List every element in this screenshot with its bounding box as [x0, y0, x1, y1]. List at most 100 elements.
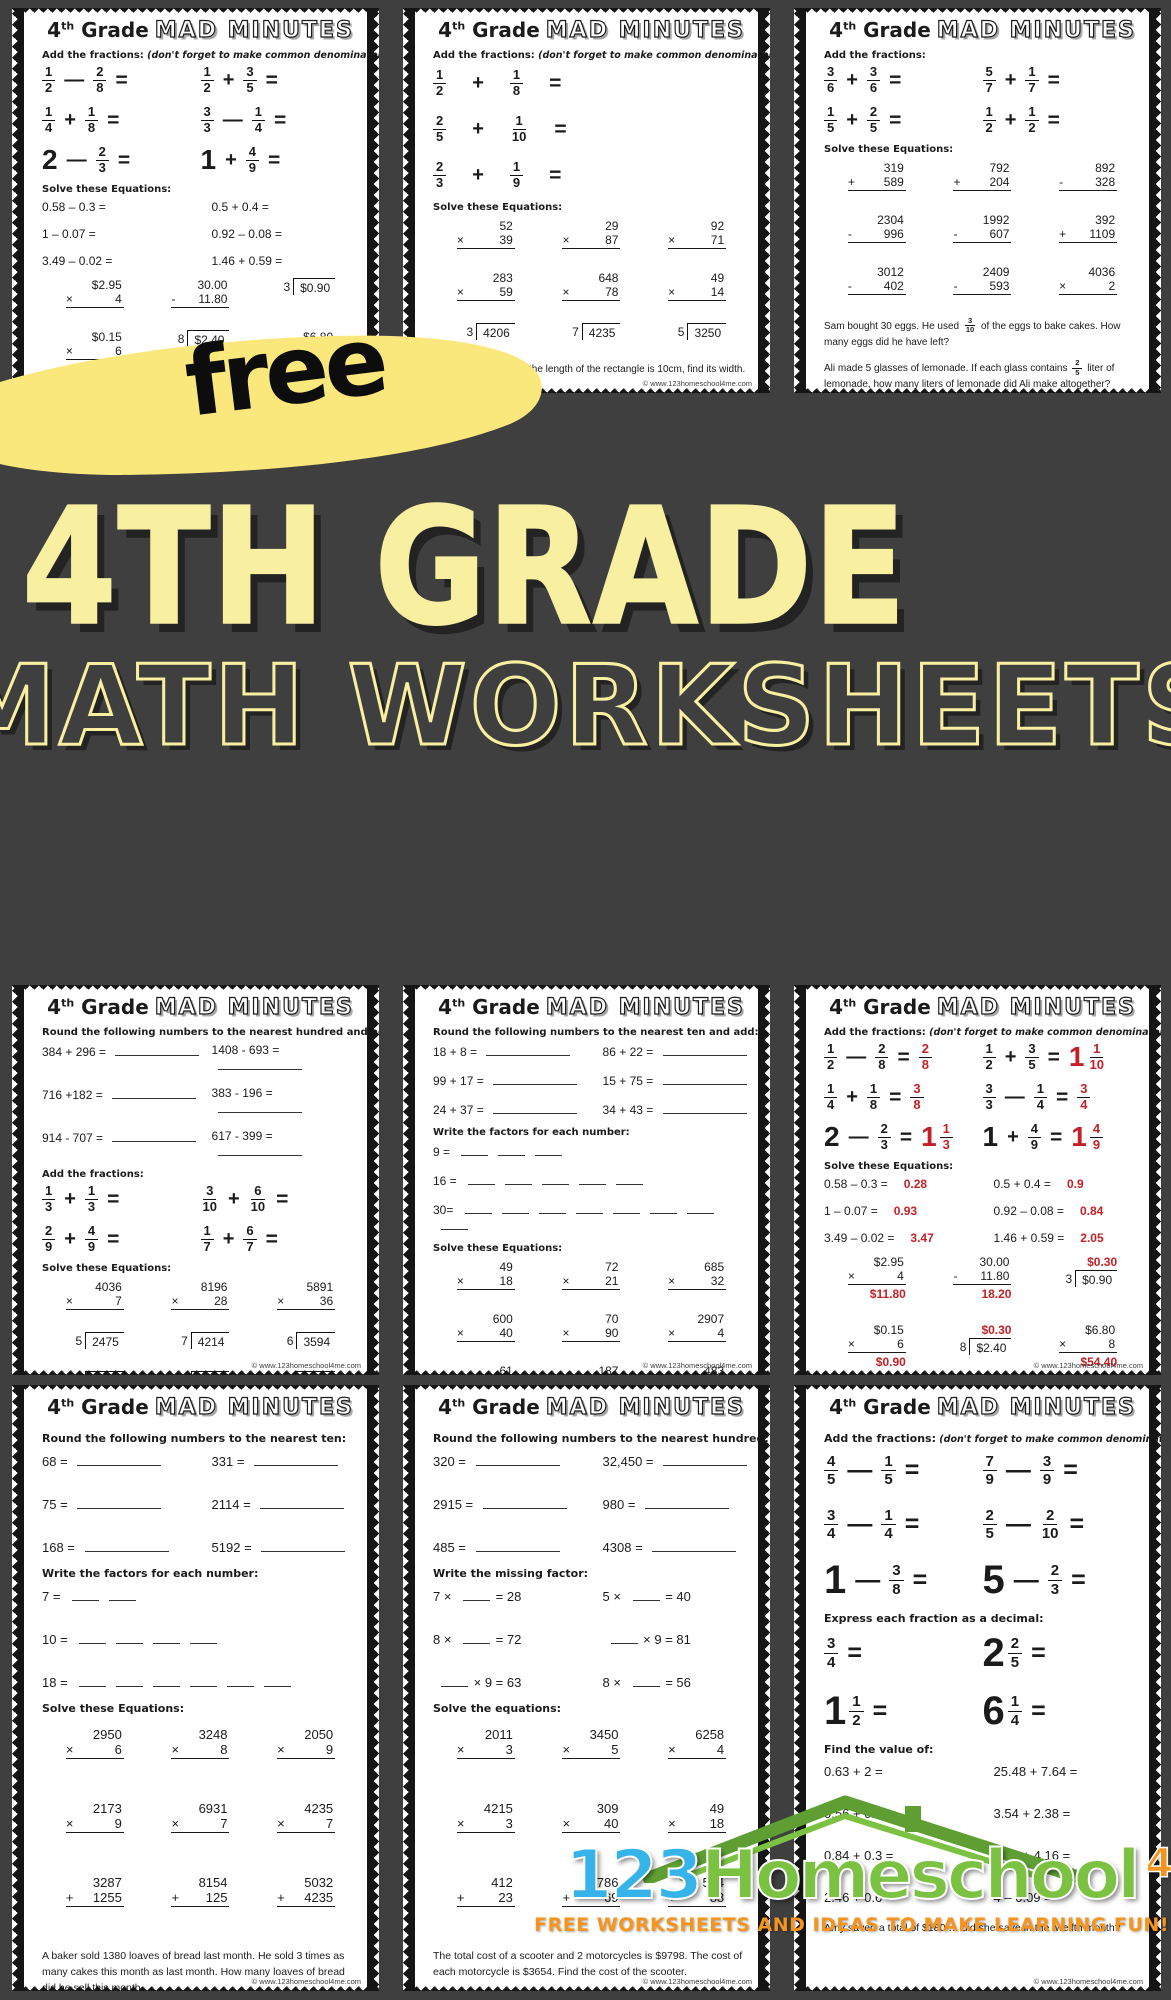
fill-blank-problem: 34 + 43 =: [603, 1101, 750, 1117]
denominator: 5: [436, 128, 444, 144]
main-subtitle: MATH WORKSHEETS: [0, 642, 1171, 771]
blank-line: [79, 1674, 107, 1687]
fraction-problem: 1 1 2 =: [824, 1691, 983, 1731]
stacked-problems: $0.15 × 6 $0.90 $0.30 8 $2.40 $6.80 × 8 $54.40: [824, 1323, 1141, 1369]
free-ribbon: free: [0, 306, 560, 487]
dividend: 4235: [581, 322, 621, 340]
instruction: Solve these Equations:: [824, 1160, 954, 1172]
denominator: 5: [827, 1471, 836, 1489]
equation: 0.92 – 0.08 = 0.84: [993, 1203, 1104, 1218]
stacked-problem: 685 × 32: [668, 1260, 727, 1290]
instruction: Solve these Equations:: [42, 183, 172, 195]
stacked-problem: 3 4206: [457, 322, 515, 340]
bottom-line: × 90: [562, 1326, 621, 1342]
stacked-problem: 49 × 18: [668, 1801, 727, 1833]
equals-sign: =: [889, 1085, 902, 1109]
top-number: 2409: [982, 264, 1010, 279]
whole-number: 1: [824, 1689, 847, 1733]
blank-line: [109, 1588, 137, 1601]
top-number: $2.95: [91, 277, 122, 292]
operator: +: [64, 109, 76, 132]
operator: +: [472, 118, 484, 141]
bottom-number: 3: [505, 1742, 513, 1757]
operator: +: [953, 174, 961, 189]
whole-number: 2: [982, 1631, 1005, 1675]
bottom-number: 23: [498, 1890, 513, 1905]
denominator: 4: [827, 1524, 836, 1542]
fill-blank-problem: 24 + 37 =: [433, 1101, 603, 1117]
bottom-line: × 9: [277, 1742, 336, 1759]
stacked-problem: 2409 - 593: [953, 264, 1012, 295]
bottom-line: +204: [953, 174, 1012, 191]
bottom-number: 125: [205, 1890, 228, 1905]
bottom-number: 18: [709, 1816, 725, 1831]
fraction-problems: 4 5—1 5 = 7 9—3 9 = 3 4—1 4 = 2 5—2 10 = 1—3 8 = 5—2 3 =: [824, 1453, 1141, 1600]
instruction: Write the factors for each number:: [42, 1567, 259, 1580]
page-edge-bottom: [403, 1370, 770, 1375]
operator: +: [64, 1188, 76, 1211]
bottom-number: 3: [505, 1816, 513, 1831]
numerator: 3: [910, 1081, 924, 1098]
instruction: Round the following numbers to the neare…: [42, 1027, 379, 1038]
fraction-problem: 2 5 +1 10 =: [433, 113, 750, 145]
fraction: 5: [983, 1560, 1005, 1600]
fraction: 1: [201, 146, 217, 174]
bottom-line: +69: [562, 1890, 621, 1907]
bottom-number: 88: [709, 1890, 725, 1905]
fraction-problems: 3 4 = 2 2 5 = 1 1 2 = 6 1 4 =: [824, 1633, 1141, 1731]
fill-blank-problem: 5192 =: [212, 1539, 359, 1555]
numerator: 2: [433, 113, 447, 130]
stacked-problem: 412 +23: [456, 1875, 515, 1907]
top-number: 3012: [877, 264, 904, 279]
blank-line: [493, 1101, 578, 1114]
numerator: 1: [939, 1121, 953, 1138]
instruction: Find the value of:: [824, 1743, 934, 1756]
copyright: © www.123homeschool4me.com: [1033, 1361, 1143, 1370]
fraction: 3 10: [964, 316, 976, 335]
bottom-number: 6: [897, 1336, 904, 1351]
bottom-number: 39: [499, 232, 513, 247]
equals-sign: =: [276, 1187, 289, 1211]
page-edge-top: [794, 1385, 1161, 1390]
operator: +: [1007, 1126, 1019, 1149]
bottom-number: 32: [710, 1274, 725, 1288]
denominator: 10: [965, 325, 975, 335]
fraction-problem: 1 2 +1 8 =: [433, 67, 750, 99]
fill-blank-problem: 2915 =: [433, 1496, 603, 1512]
blank-line: [217, 1057, 302, 1070]
operator: ×: [171, 1293, 179, 1308]
divisor: 5: [75, 1333, 83, 1348]
long-division: 3 4206: [466, 322, 515, 340]
top-number: 392: [1095, 212, 1116, 227]
fill-blank-problem: 99 + 17 =: [433, 1072, 603, 1088]
stacked-problems: 52 × 39 29 × 87 92 × 71: [433, 219, 750, 249]
top-number: 30.00: [979, 1254, 1010, 1269]
stacked-problems: 3012-402 2409-593 4036 × 2: [824, 265, 1141, 295]
fill-blank-problem: 485 =: [433, 1539, 603, 1555]
fraction-problems: 3 6 +3 6 = 5 7 +1 7 = 1 5 +2 5 = 1 2 +1 2 =: [824, 64, 1141, 136]
dividend: $0.90: [1075, 1269, 1118, 1287]
denominator: 10: [250, 1198, 266, 1214]
equals-sign: =: [549, 71, 562, 95]
blank-line: [116, 1631, 144, 1644]
numerator: 3: [824, 1635, 839, 1654]
stacked-problem: $0.15 × 6 $0.90: [847, 1323, 906, 1369]
instruction: Solve these Equations:: [42, 1702, 185, 1715]
denominator: 2: [45, 79, 53, 95]
numerator: 1: [509, 67, 524, 84]
vertical-fraction: 2 10: [1040, 1507, 1061, 1543]
word-problem: Ali made 5 glasses of lemonade. If each …: [824, 358, 1115, 391]
denominator: 9: [1092, 1136, 1101, 1152]
operator: +: [65, 1890, 74, 1905]
